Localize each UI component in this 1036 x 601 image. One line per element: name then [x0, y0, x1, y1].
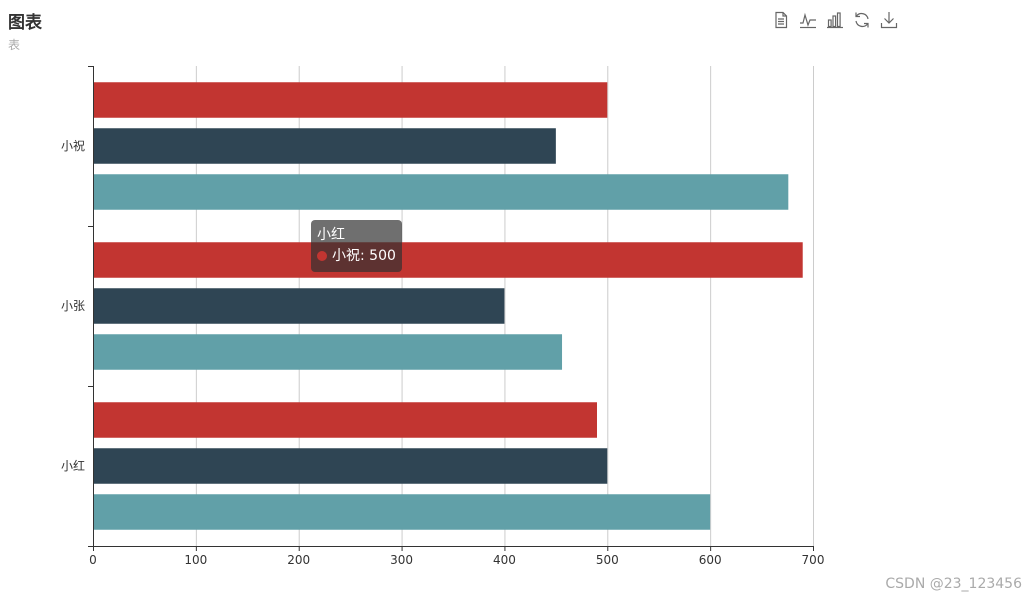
x-tick-label: 200 [287, 553, 310, 567]
bar-小祝-series-1[interactable] [93, 82, 608, 118]
bar-小红-series-3[interactable] [93, 494, 711, 530]
watermark: CSDN @23_123456 [885, 576, 1022, 592]
restore-icon[interactable] [853, 11, 871, 29]
chart-title: 图表 [8, 13, 42, 33]
bar-小红-series-1[interactable] [93, 402, 598, 438]
x-tick-label: 500 [596, 553, 619, 567]
tooltip-label: 小祝: 500 [332, 248, 396, 264]
bar-小祝-series-3[interactable] [93, 174, 789, 210]
x-tick-label: 600 [699, 553, 722, 567]
tooltip-row: 小祝: 500 [317, 246, 396, 267]
toolbox [772, 11, 907, 29]
data-view-icon[interactable] [772, 11, 790, 29]
tooltip: 小红 小祝: 500 [311, 220, 402, 272]
x-tick-label: 300 [390, 553, 413, 567]
x-tick-label: 400 [493, 553, 516, 567]
save-image-icon[interactable] [880, 11, 898, 29]
chart-subtitle: 表 [8, 38, 21, 52]
y-tick-label: 小张 [61, 299, 85, 313]
line-chart-icon[interactable] [799, 11, 817, 29]
bars [93, 82, 803, 530]
y-tick-label: 小祝 [61, 139, 85, 153]
tooltip-title: 小红 [317, 227, 345, 243]
tooltip-dot [317, 251, 327, 261]
bar-chart-icon[interactable] [826, 11, 844, 29]
bar-小张-series-1[interactable] [93, 242, 803, 278]
bar-小红-series-2[interactable] [93, 448, 608, 484]
x-tick-label: 0 [89, 553, 97, 567]
y-tick-label: 小红 [61, 458, 85, 473]
x-tick-label: 100 [184, 553, 207, 567]
bar-小张-series-2[interactable] [93, 288, 505, 324]
x-tick-label: 700 [802, 553, 825, 567]
bar-小张-series-3[interactable] [93, 334, 563, 370]
bar-小祝-series-2[interactable] [93, 128, 556, 164]
